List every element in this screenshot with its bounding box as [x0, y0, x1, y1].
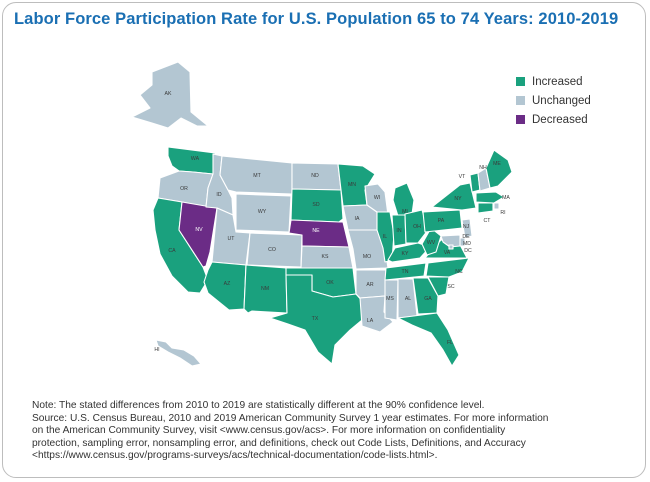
- state-tx: [269, 274, 364, 365]
- state-label-ia: IA: [355, 216, 360, 222]
- source-note-line: protection, sampling error, nonsampling …: [32, 437, 526, 449]
- state-label-ak: AK: [165, 91, 172, 97]
- state-label-ct: CT: [484, 218, 492, 224]
- state-label-or: OR: [180, 186, 188, 192]
- state-label-nv: NV: [195, 227, 203, 233]
- state-label-il: IL: [383, 234, 387, 240]
- state-label-hi: HI: [154, 347, 159, 353]
- legend-swatch-decreased: [516, 115, 525, 124]
- state-label-de: DE: [462, 234, 470, 240]
- state-label-al: AL: [405, 296, 411, 302]
- state-label-tx: TX: [312, 316, 319, 322]
- state-ct: [477, 202, 494, 214]
- legend-item-unchanged: Unchanged: [516, 91, 591, 110]
- state-in: [391, 214, 407, 247]
- state-label-vt: VT: [459, 174, 466, 180]
- state-label-md: MD: [463, 241, 471, 247]
- legend: Increased Unchanged Decreased: [516, 72, 591, 129]
- state-il: [376, 211, 395, 263]
- state-label-wv: WV: [427, 240, 436, 246]
- state-label-mt: MT: [253, 173, 261, 179]
- state-label-nd: ND: [311, 173, 319, 179]
- state-ak: [131, 61, 209, 129]
- state-label-sc: SC: [447, 284, 454, 290]
- state-sd: [290, 188, 344, 223]
- state-ma: [475, 191, 505, 204]
- map-notes: Note: The stated differences from 2010 t…: [32, 400, 632, 463]
- legend-swatch-increased: [516, 77, 525, 86]
- state-label-tn: TN: [402, 269, 409, 275]
- source-note-line: <https://www.census.gov/programs-surveys…: [32, 450, 438, 462]
- state-label-wi: WI: [374, 195, 380, 201]
- state-label-ky: KY: [402, 251, 409, 257]
- state-label-ga: GA: [424, 296, 432, 302]
- state-label-me: ME: [493, 161, 501, 167]
- state-label-ut: UT: [228, 236, 236, 242]
- legend-swatch-unchanged: [516, 96, 525, 105]
- state-label-ms: MS: [386, 296, 394, 302]
- state-label-la: LA: [367, 318, 374, 324]
- state-ri: [493, 202, 500, 210]
- state-label-ok: OK: [326, 280, 334, 286]
- state-label-va: VA: [444, 250, 451, 256]
- state-label-nm: NM: [261, 286, 269, 292]
- state-label-ca: CA: [168, 248, 176, 254]
- state-label-sd: SD: [312, 202, 319, 208]
- state-label-ne: NE: [312, 228, 320, 234]
- state-label-az: AZ: [224, 281, 231, 287]
- state-pa: [422, 209, 463, 233]
- state-fl: [397, 312, 460, 367]
- state-label-wy: WY: [258, 209, 267, 215]
- state-nj: [461, 218, 473, 239]
- state-label-dc: DC: [464, 248, 472, 254]
- state-label-mo: MO: [363, 254, 371, 260]
- state-ny: [431, 182, 477, 211]
- state-label-oh: OH: [413, 224, 421, 230]
- source-note-line: Source: U.S. Census Bureau, 2010 and 201…: [32, 412, 549, 424]
- state-label-mi: MI: [402, 209, 408, 215]
- state-label-ri: RI: [500, 210, 505, 216]
- state-label-co: CO: [268, 247, 276, 253]
- state-label-ks: KS: [322, 254, 329, 260]
- state-label-ma: MA: [502, 195, 510, 201]
- state-ms: [384, 279, 399, 321]
- confidence-note: Note: The stated differences from 2010 t…: [32, 400, 485, 411]
- state-me: [485, 149, 513, 189]
- legend-item-decreased: Decreased: [516, 110, 591, 129]
- state-label-wa: WA: [191, 156, 200, 162]
- state-nc: [425, 257, 470, 278]
- legend-label-unchanged: Unchanged: [532, 94, 591, 107]
- map-title: Labor Force Participation Rate for U.S. …: [14, 10, 619, 28]
- state-md: [440, 234, 461, 248]
- state-dc: [448, 244, 454, 250]
- state-ga: [412, 277, 439, 315]
- state-label-nc: NC: [455, 269, 463, 275]
- legend-label-increased: Increased: [532, 75, 583, 88]
- state-label-nj: NJ: [463, 224, 470, 230]
- legend-item-increased: Increased: [516, 72, 591, 91]
- state-label-fl: FL: [447, 340, 453, 346]
- state-label-nh: NH: [479, 165, 487, 171]
- state-label-ar: AR: [366, 282, 373, 288]
- state-label-id: ID: [216, 192, 221, 198]
- state-label-in: IN: [396, 228, 401, 234]
- state-oh: [404, 209, 429, 244]
- state-label-pa: PA: [438, 218, 445, 224]
- source-note-line: on the American Community Survey, visit …: [32, 425, 506, 437]
- state-label-mn: MN: [348, 182, 356, 188]
- state-tn: [384, 262, 427, 281]
- state-hi: [155, 339, 202, 367]
- state-label-ny: NY: [454, 196, 462, 202]
- legend-label-decreased: Decreased: [532, 113, 588, 126]
